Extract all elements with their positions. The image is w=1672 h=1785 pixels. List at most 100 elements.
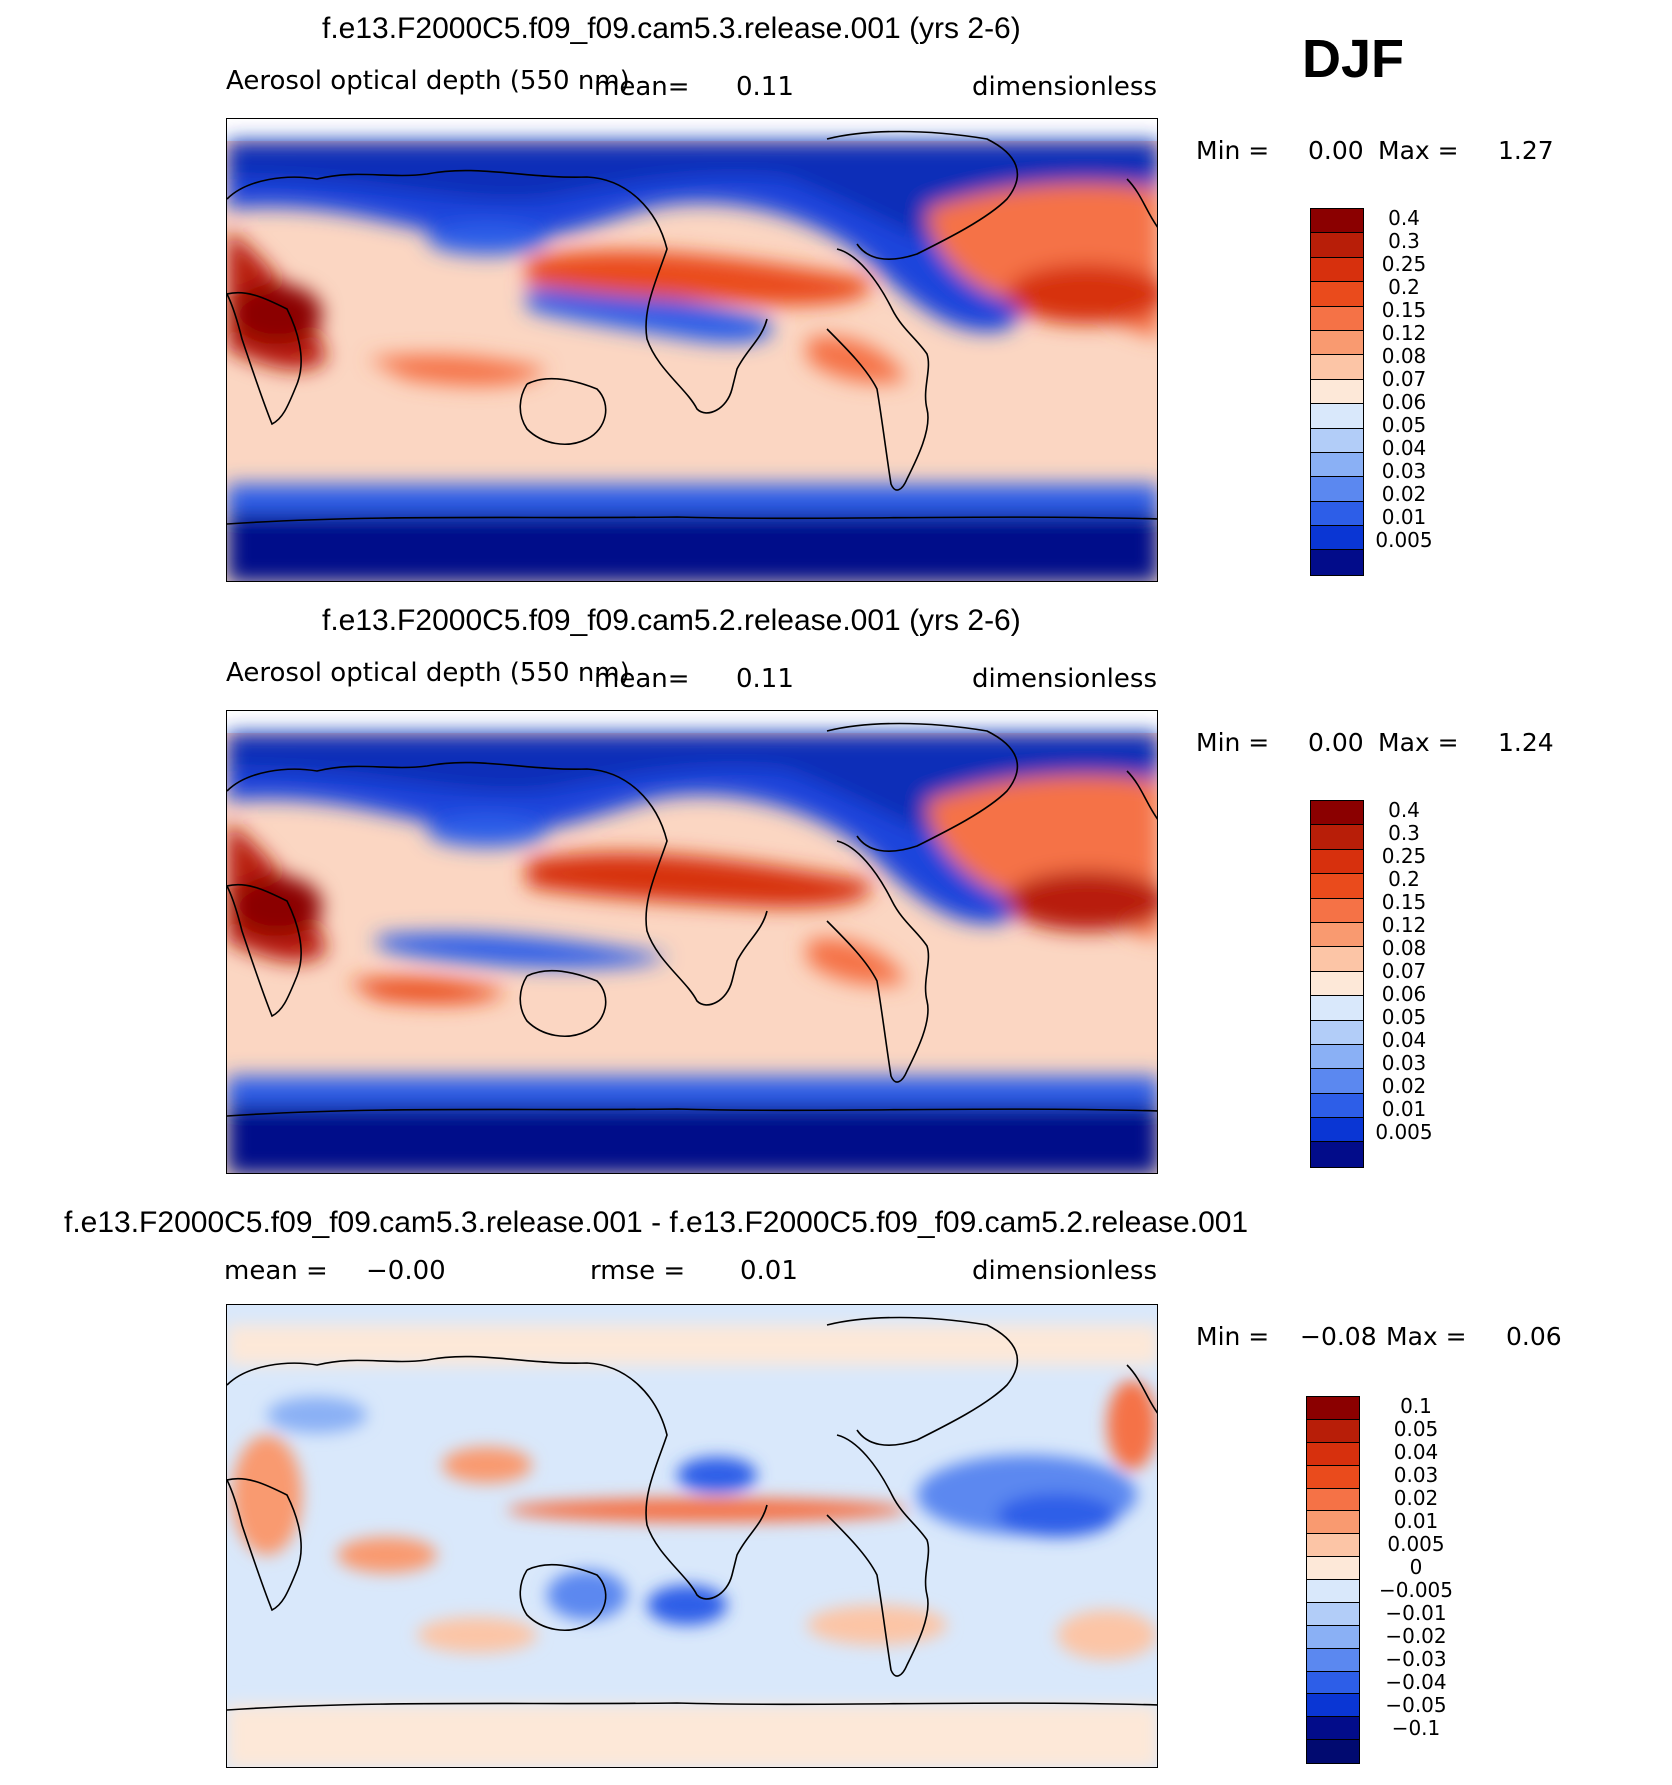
min-value: −0.08: [1300, 1322, 1377, 1351]
colorbar-swatch: [1307, 1557, 1359, 1580]
colorbar-tick-label: −0.02: [1385, 1624, 1447, 1648]
colorbar-tick-label: 0.04: [1381, 1028, 1427, 1052]
colorbar-swatch: [1307, 1488, 1359, 1512]
colorbar-tick-label: −0.03: [1385, 1647, 1447, 1671]
colorbar-swatch: [1311, 1020, 1363, 1045]
colorbar-tick-label: 0.02: [1381, 482, 1427, 506]
colorbar-swatch: [1311, 233, 1363, 258]
panel-title: f.e13.F2000C5.f09_f09.cam5.3.release.001…: [322, 12, 1021, 45]
mean-label: mean=: [594, 72, 690, 102]
colorbar-swatch: [1311, 996, 1363, 1021]
colorbar-tick-label: −0.05: [1385, 1693, 1447, 1717]
rmse-value: 0.01: [740, 1256, 798, 1286]
colorbar-swatch: [1311, 550, 1363, 575]
colorbar-tick-label: 0.02: [1381, 1074, 1427, 1098]
colorbar-swatch: [1307, 1648, 1359, 1672]
colorbar-swatch: [1311, 355, 1363, 380]
aod-map: [226, 710, 1158, 1174]
max-value: 1.24: [1498, 728, 1554, 757]
units-label: dimensionless: [972, 1256, 1157, 1286]
colorbar-tick-label: 0.2: [1388, 867, 1420, 891]
colorbar-swatch: [1311, 898, 1363, 923]
colorbar-labels: 0.4 0.3 0.25 0.2 0.15 0.12 0.08 0.07 0.06 0.05 0.0…: [1364, 798, 1444, 1178]
colorbar-swatch: [1307, 1740, 1359, 1763]
min-value: 0.00: [1308, 136, 1364, 165]
min-label: Min =: [1196, 728, 1270, 757]
min-label: Min =: [1196, 136, 1270, 165]
colorbar-swatch: [1311, 428, 1363, 453]
mean-value: 0.11: [736, 72, 794, 102]
units-label: dimensionless: [972, 72, 1157, 102]
colorbar-tick-label: 0.01: [1381, 505, 1427, 529]
colorbar-swatch: [1307, 1602, 1359, 1626]
colorbar-swatch: [1311, 947, 1363, 972]
colorbar-tick-label: 0.25: [1381, 844, 1427, 868]
colorbar-tick-label: 0.15: [1381, 890, 1427, 914]
colorbar-swatch: [1307, 1694, 1359, 1718]
colorbar-tick-label: 0.005: [1375, 1120, 1433, 1144]
colorbar-tick-label: 0.07: [1381, 959, 1427, 983]
colorbar-tick-label: 0.01: [1393, 1509, 1439, 1533]
rmse-label: rmse =: [590, 1256, 686, 1286]
panel-title: f.e13.F2000C5.f09_f09.cam5.2.release.001…: [322, 604, 1021, 637]
max-label: Max =: [1378, 728, 1459, 757]
variable-label: Aerosol optical depth (550 nm): [226, 66, 630, 96]
min-value: 0.00: [1308, 728, 1364, 757]
colorbar-tick-label: 0.25: [1381, 252, 1427, 276]
colorbar-swatch: [1307, 1625, 1359, 1649]
colorbar-tick-label: 0.04: [1381, 436, 1427, 460]
colorbar-swatch: [1311, 257, 1363, 283]
colorbar-tick-label: 0.06: [1381, 390, 1427, 414]
colorbar-tick-label: −0.04: [1385, 1670, 1447, 1694]
colorbar-labels: 0.1 0.05 0.04 0.03 0.02 0.01 0.005 0 −0.005 −0.01…: [1376, 1394, 1456, 1774]
colorbar-tick-label: 0.3: [1388, 229, 1420, 253]
colorbar-swatch: [1311, 1142, 1363, 1167]
colorbar-tick-label: −0.005: [1378, 1578, 1453, 1602]
mean-value: −0.00: [366, 1256, 446, 1286]
colorbar-swatch: [1307, 1419, 1359, 1443]
colorbar-tick-label: −0.01: [1385, 1601, 1447, 1625]
colorbar-swatch: [1307, 1580, 1359, 1603]
panel-title: f.e13.F2000C5.f09_f09.cam5.3.release.001…: [64, 1206, 1249, 1239]
colorbar-tick-label: 0.4: [1388, 798, 1420, 822]
colorbar-swatch: [1311, 825, 1363, 850]
colorbar-swatch: [1307, 1465, 1359, 1489]
colorbar-tick-label: 0.03: [1381, 459, 1427, 483]
colorbar-tick-label: −0.1: [1391, 1716, 1441, 1740]
max-value: 0.06: [1506, 1322, 1562, 1351]
colorbar-swatch: [1311, 849, 1363, 875]
colorbar-swatch: [1311, 379, 1363, 405]
colorbar-swatch: [1311, 801, 1363, 826]
variable-label: Aerosol optical depth (550 nm): [226, 658, 630, 688]
aod-difference-map: [226, 1304, 1158, 1768]
colorbar-swatch: [1307, 1534, 1359, 1558]
colorbar-tick-label: 0.08: [1381, 936, 1427, 960]
min-label: Min =: [1196, 1322, 1270, 1351]
colorbar-swatch: [1311, 404, 1363, 429]
colorbar-tick-label: 0.05: [1381, 413, 1427, 437]
colorbar-swatch: [1307, 1511, 1359, 1535]
colorbar-tick-label: 0.005: [1387, 1532, 1445, 1556]
colorbar-swatch: [1311, 922, 1363, 948]
colorbar: [1310, 800, 1364, 1168]
colorbar-swatch: [1311, 1044, 1363, 1070]
colorbar-swatch: [1307, 1397, 1359, 1420]
colorbar-tick-label: 0.02: [1393, 1486, 1439, 1510]
colorbar-swatch: [1311, 477, 1363, 502]
colorbar-tick-label: 0.2: [1388, 275, 1420, 299]
colorbar-swatch: [1311, 306, 1363, 331]
colorbar-tick-label: 0.06: [1381, 982, 1427, 1006]
colorbar-swatch: [1311, 330, 1363, 356]
colorbar-tick-label: 0.07: [1381, 367, 1427, 391]
max-label: Max =: [1386, 1322, 1467, 1351]
colorbar-tick-label: 0.05: [1393, 1417, 1439, 1441]
colorbar-swatch: [1311, 971, 1363, 997]
colorbar-tick-label: 0.005: [1375, 528, 1433, 552]
colorbar-tick-label: 0.05: [1381, 1005, 1427, 1029]
colorbar-swatch: [1307, 1671, 1359, 1695]
mean-value: 0.11: [736, 664, 794, 694]
colorbar-tick-label: 0.12: [1381, 913, 1427, 937]
colorbar-swatch: [1307, 1717, 1359, 1741]
colorbar-tick-label: 0.04: [1393, 1440, 1439, 1464]
colorbar-swatch: [1311, 874, 1363, 899]
